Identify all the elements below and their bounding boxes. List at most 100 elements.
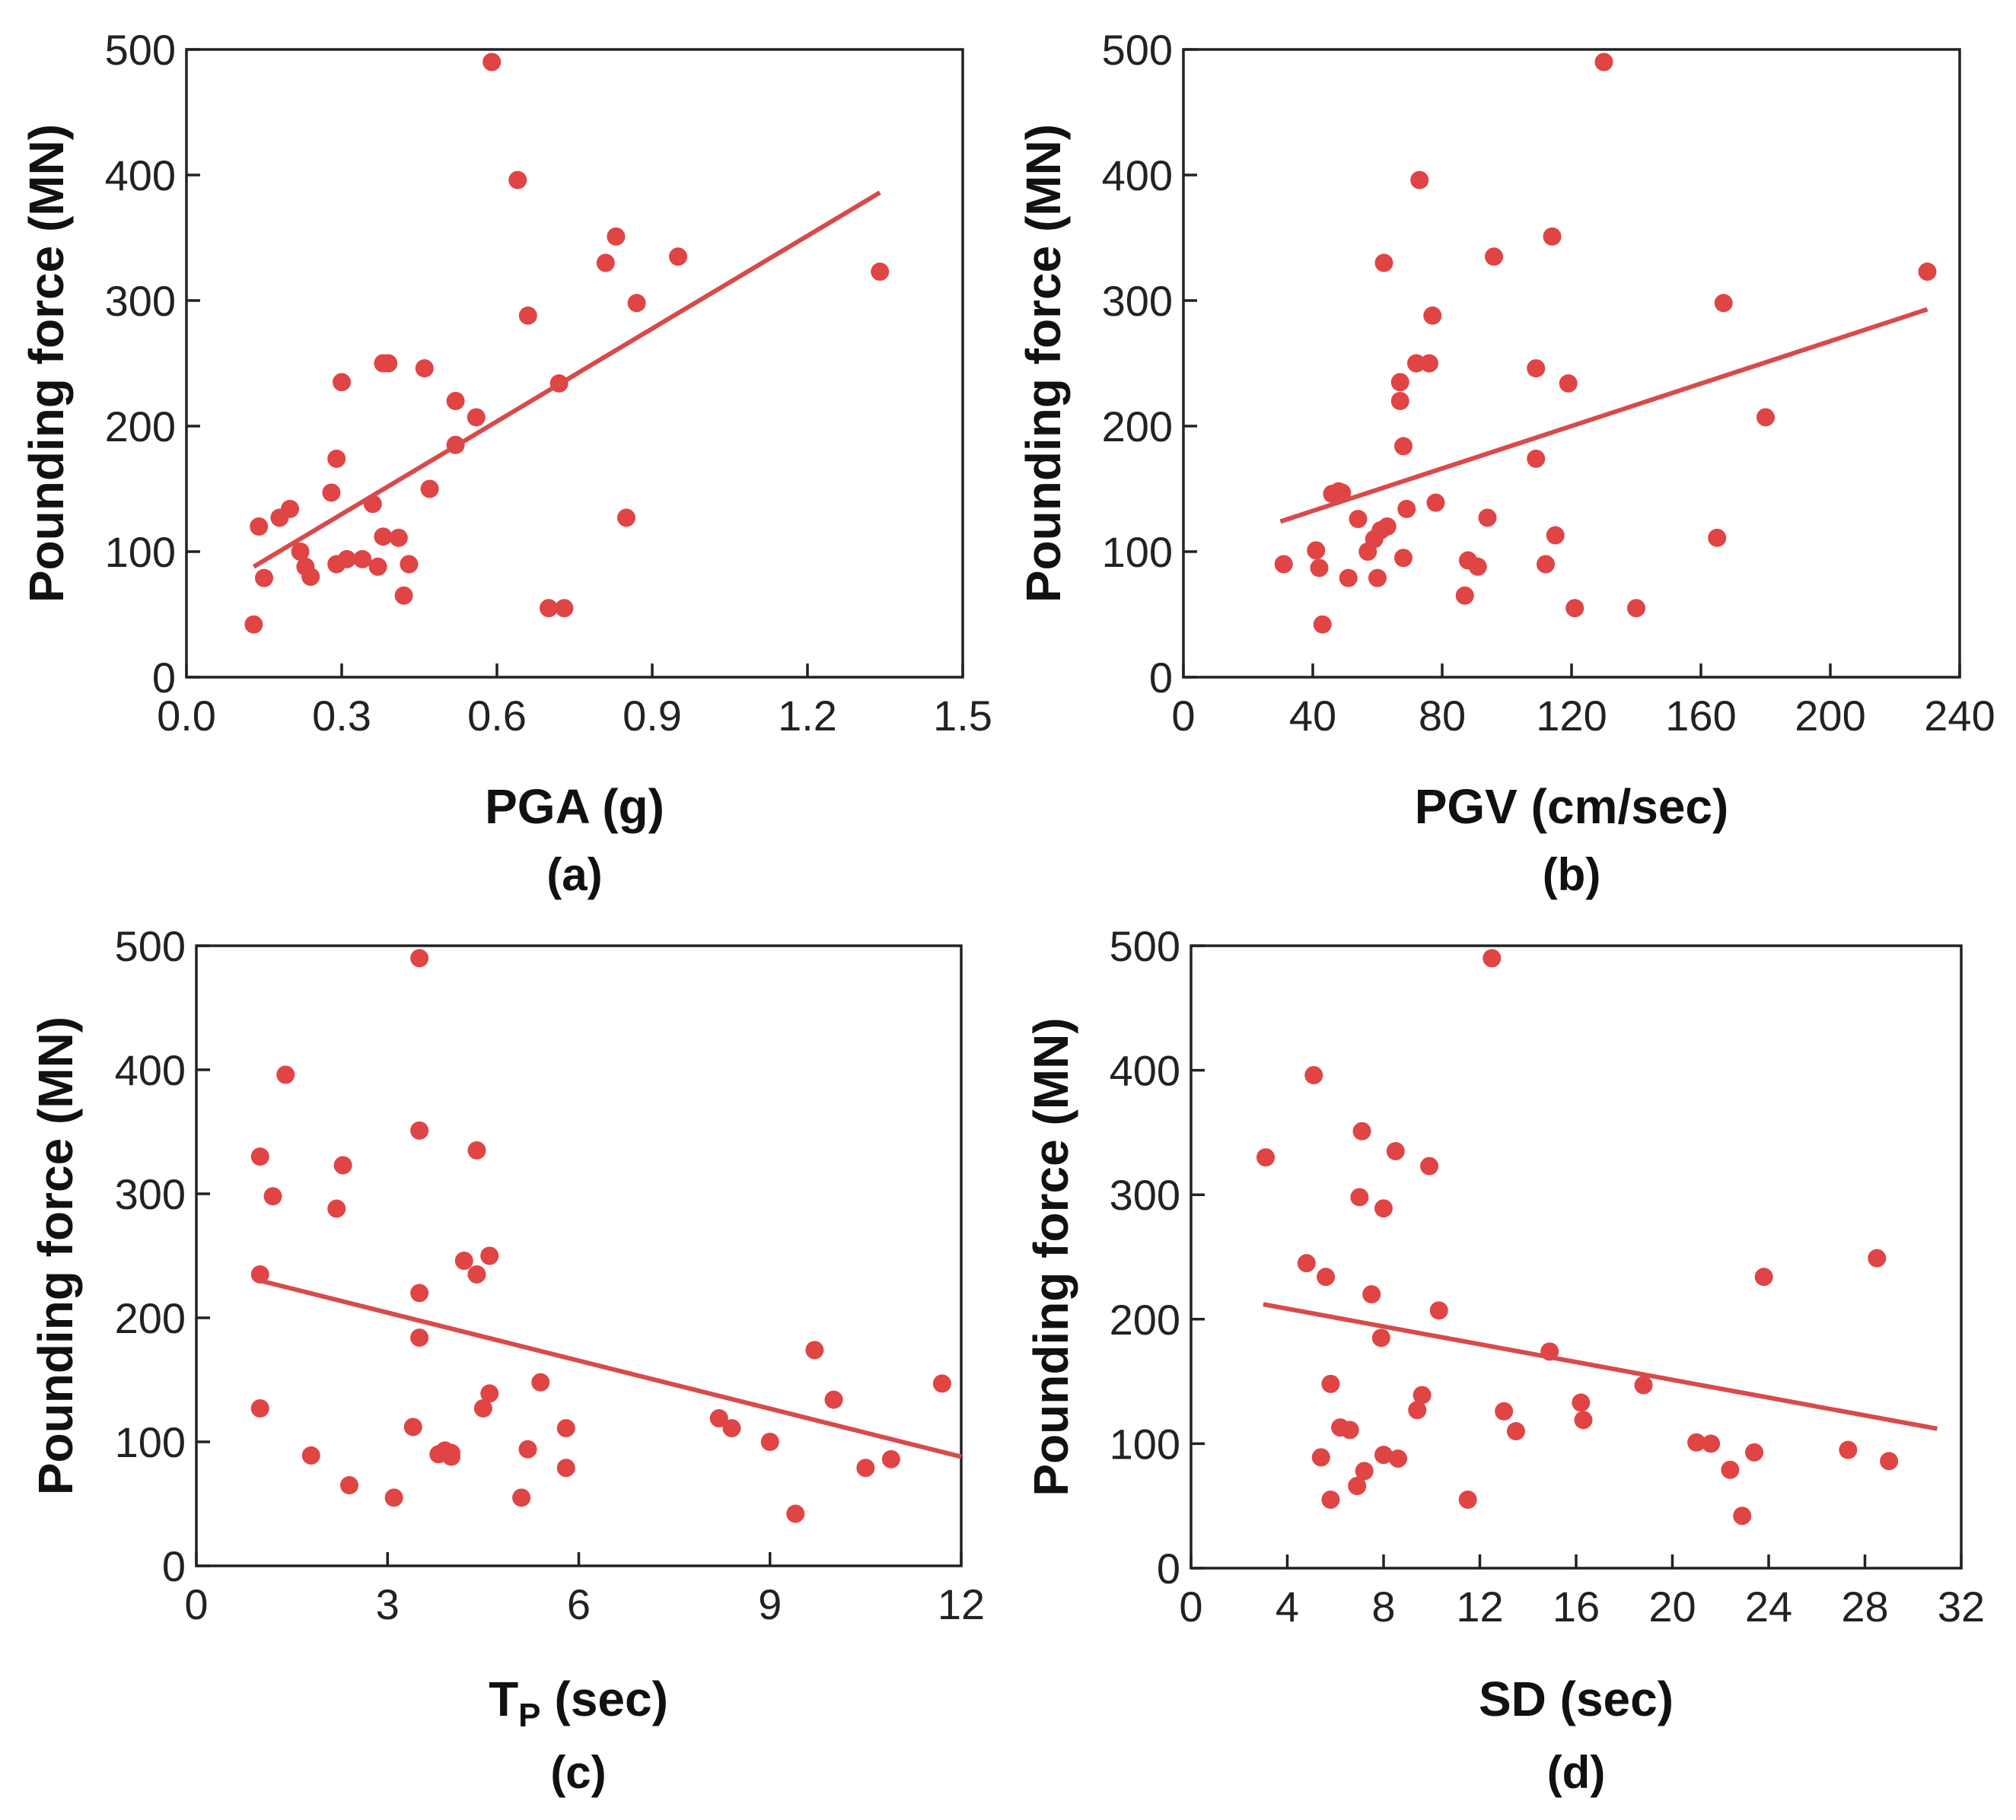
panel-c-xtick-label-4: 12 — [938, 1580, 985, 1628]
panel-d-point-38 — [1868, 1249, 1887, 1268]
panel-c-point-36 — [856, 1459, 875, 1478]
panel-a-xtick-label-0: 0.0 — [157, 692, 216, 740]
panel-c-point-6 — [327, 1199, 346, 1218]
panel-d-ticks: 0 4 8 12 16 20 24 28 32 0 100 200 300 400 500 — [1110, 922, 1986, 1631]
panel-c-point-14 — [410, 1328, 429, 1348]
panel-c-point-18 — [442, 1447, 460, 1466]
panel-b-xtick-label-5: 200 — [1795, 692, 1865, 740]
panel-a-point-27 — [483, 52, 502, 72]
panel-c-point-32 — [760, 1433, 779, 1451]
panel-a-point-21 — [400, 555, 419, 574]
panel-c-markers — [250, 949, 951, 1523]
panel-d-ytick-label-4: 400 — [1110, 1047, 1180, 1095]
panel-c-point-34 — [805, 1341, 824, 1360]
panel-a-xtick-label-1: 0.3 — [312, 692, 371, 740]
panel-d-point-31 — [1687, 1433, 1706, 1452]
panel-b-point-17 — [1394, 437, 1412, 456]
panel-c-frame — [195, 944, 963, 1567]
panel-c-xtick-label-3: 9 — [758, 1580, 782, 1628]
panel-d-point-16 — [1374, 1199, 1393, 1218]
panel-d-markers — [1256, 949, 1899, 1526]
panel-c-xtick-label-2: 6 — [567, 1580, 591, 1628]
panel-c-point-7 — [333, 1156, 352, 1175]
panel-d-point-18 — [1388, 1449, 1407, 1468]
panel-a-fit-line — [252, 190, 881, 569]
panel-c-point-19 — [454, 1252, 473, 1271]
panel-c-point-1 — [250, 1265, 269, 1284]
panel-d-fit-line — [1263, 1302, 1938, 1431]
panel-c-point-12 — [410, 1121, 429, 1140]
panel-b-x-title: PGV (cm/sec) — [1415, 779, 1729, 834]
panel-b-point-1 — [1307, 541, 1326, 560]
panel-d-point-33 — [1721, 1460, 1740, 1479]
panel-d-point-20 — [1412, 1386, 1432, 1405]
panel-c-xtick-label-1: 3 — [376, 1580, 400, 1628]
panel-b-point-2 — [1310, 558, 1329, 578]
panel-a-point-19 — [389, 528, 408, 547]
panel-d-xtick-label-1: 4 — [1276, 1583, 1299, 1631]
panel-c-x-title-main: T — [489, 1672, 518, 1726]
panel-c-point-2 — [250, 1398, 269, 1418]
panel-d-point-3 — [1311, 1448, 1330, 1467]
panel-b-point-31 — [1527, 359, 1546, 378]
panel-b-point-24 — [1426, 493, 1445, 512]
panel-b-point-27 — [1468, 557, 1487, 576]
panel-d-x-title: SD (sec) — [1479, 1672, 1674, 1726]
panel-d-point-6 — [1321, 1491, 1340, 1510]
panel-a-point-5 — [291, 542, 310, 561]
panel-d-ytick-label-2: 200 — [1110, 1296, 1180, 1344]
panel-b-ytick-label-2: 200 — [1102, 402, 1173, 450]
panel-b-fit-line — [1279, 307, 1928, 524]
panel-c-point-30 — [709, 1409, 728, 1428]
panel-b-point-14 — [1377, 517, 1397, 536]
panel-b-point-0 — [1274, 555, 1293, 574]
panel-a-point-10 — [327, 449, 346, 468]
panel-b-point-41 — [1756, 408, 1775, 427]
panel-c-ytick-label-2: 200 — [115, 1294, 186, 1342]
panel-a: 0.0 0.3 0.6 0.9 1.2 1.5 0 100 200 300 400 500 PGA (… — [19, 26, 992, 900]
panel-b-point-33 — [1543, 227, 1562, 246]
panel-c-point-11 — [410, 949, 429, 968]
panel-c-ytick-label-0: 0 — [162, 1542, 186, 1590]
panel-d-point-32 — [1702, 1434, 1721, 1453]
panel-b-point-3 — [1313, 615, 1332, 634]
panel-d-point-17 — [1386, 1141, 1405, 1160]
panel-b: 0 40 80 120 160 200 240 0 100 200 300 400 500 PGV (c… — [1016, 26, 1995, 900]
panel-a-xtick-label-3: 0.9 — [623, 692, 682, 740]
panel-d-point-19 — [1408, 1401, 1427, 1420]
panel-a-ticks: 0.0 0.3 0.6 0.9 1.2 1.5 0 100 200 300 400 500 — [105, 26, 992, 740]
panel-d-point-12 — [1355, 1462, 1374, 1481]
panel-c-x-title-units: (sec) — [555, 1672, 668, 1726]
panel-a-xtick-label-2: 0.6 — [467, 692, 527, 740]
panel-d-label: (d) — [1547, 1747, 1606, 1798]
panel-a-point-28 — [508, 170, 527, 189]
panel-d-y-title: Pounding force (MN) — [1024, 1017, 1078, 1496]
panel-b-point-42 — [1918, 262, 1937, 282]
panel-d-point-34 — [1733, 1507, 1752, 1526]
panel-d-point-2 — [1304, 1066, 1323, 1085]
panel-c-ticks: 0 3 6 9 12 0 100 200 300 400 500 — [115, 922, 986, 1628]
panel-d-point-4 — [1317, 1268, 1336, 1287]
panel-a-point-20 — [394, 586, 413, 605]
panel-c-point-26 — [518, 1440, 537, 1459]
panel-a-point-11 — [333, 373, 351, 392]
panel-d-ytick-label-3: 300 — [1110, 1171, 1180, 1219]
panel-d: 0 4 8 12 16 20 24 28 32 0 100 200 300 400 500 SD (sec)… — [1024, 922, 1985, 1798]
panel-b-point-38 — [1627, 599, 1645, 618]
panel-d-xtick-label-7: 28 — [1841, 1583, 1888, 1631]
panel-a-point-13 — [353, 549, 372, 568]
panel-c-ytick-label-5: 500 — [115, 922, 186, 970]
panel-d-xtick-label-2: 8 — [1371, 1583, 1395, 1631]
panel-c-point-29 — [556, 1419, 575, 1438]
panel-b-point-29 — [1485, 247, 1503, 266]
panel-d-point-11 — [1352, 1122, 1371, 1141]
panel-a-ytick-label-0: 0 — [152, 654, 176, 702]
panel-a-point-4 — [281, 499, 299, 518]
panel-d-xtick-label-8: 32 — [1938, 1583, 1985, 1631]
panel-a-point-16 — [374, 527, 393, 546]
panel-c: 0 3 6 9 12 0 100 200 300 400 500 TP (sec) Pounding … — [28, 922, 985, 1798]
panel-b-point-22 — [1420, 354, 1438, 373]
panel-c-ytick-label-3: 300 — [115, 1170, 186, 1218]
panel-a-ytick-label-5: 500 — [105, 26, 176, 74]
